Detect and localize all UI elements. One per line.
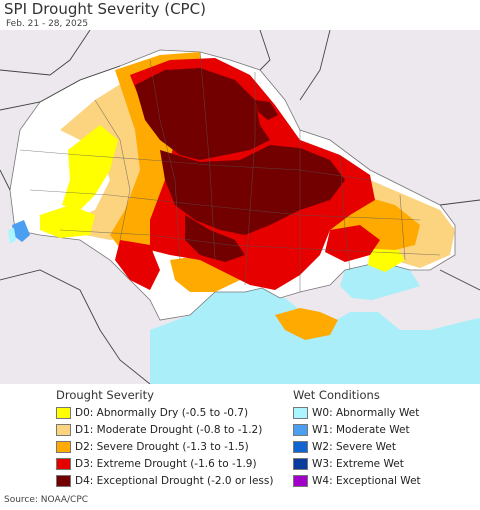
d4-region-central [160, 145, 345, 235]
drought-legend-label: D0: Abnormally Dry (-0.5 to -0.7) [75, 407, 249, 419]
drought-color-swatch [56, 424, 71, 436]
drought-color-swatch [56, 441, 71, 453]
wet-legend-label: W2: Severe Wet [312, 441, 396, 453]
wet-legend-label: W0: Abnormally Wet [312, 407, 420, 419]
drought-legend-label: D1: Moderate Drought (-0.8 to -1.2) [75, 424, 263, 436]
drought-map [0, 30, 480, 384]
wet-conditions-heading: Wet Conditions [293, 388, 380, 402]
drought-severity-heading: Drought Severity [56, 388, 154, 402]
oblast-borders [19, 51, 441, 292]
wet-legend-item: W1: Moderate Wet [293, 423, 410, 437]
drought-color-swatch [56, 407, 71, 419]
wet-legend-item: W3: Extreme Wet [293, 457, 404, 471]
drought-legend-label: D3: Extreme Drought (-1.6 to -1.9) [75, 458, 257, 470]
drought-legend-label: D2: Severe Drought (-1.3 to -1.5) [75, 441, 249, 453]
wet-color-swatch [293, 407, 308, 419]
d4-region-northeast [255, 100, 278, 120]
wet-color-swatch [293, 475, 308, 487]
drought-legend-item: D4: Exceptional Drought (-2.0 or less) [56, 474, 273, 488]
wet-color-swatch [293, 458, 308, 470]
d0-east-patch [368, 245, 405, 272]
d4-region-inner [185, 215, 245, 262]
wet-legend-label: W3: Extreme Wet [312, 458, 404, 470]
map-title: SPI Drought Severity (CPC) [4, 0, 206, 18]
country-borders [0, 30, 480, 384]
drought-legend-label: D4: Exceptional Drought (-2.0 or less) [75, 475, 274, 487]
d2-crimea [275, 308, 338, 340]
wet-legend-label: W1: Moderate Wet [312, 424, 410, 436]
w1-patch [12, 220, 30, 242]
wet-legend-label: W4: Exceptional Wet [312, 475, 421, 487]
d3-region-south-east [325, 225, 380, 262]
w0-patch [8, 228, 16, 244]
d0-west-patch [62, 125, 118, 210]
wet-legend-item: W4: Exceptional Wet [293, 474, 421, 488]
wet-legend-item: W2: Severe Wet [293, 440, 396, 454]
wet-color-swatch [293, 441, 308, 453]
d3-region-south-west [115, 240, 160, 290]
drought-legend-item: D0: Abnormally Dry (-0.5 to -0.7) [56, 406, 248, 420]
drought-color-swatch [56, 458, 71, 470]
drought-legend-item: D3: Extreme Drought (-1.6 to -1.9) [56, 457, 257, 471]
sea-of-azov [340, 262, 420, 300]
d4-region-north [135, 68, 270, 160]
drought-color-swatch [56, 475, 71, 487]
drought-legend-item: D1: Moderate Drought (-0.8 to -1.2) [56, 423, 262, 437]
wet-legend-item: W0: Abnormally Wet [293, 406, 419, 420]
wet-color-swatch [293, 424, 308, 436]
date-range: Feb. 21 - 28, 2025 [6, 19, 89, 29]
drought-legend-item: D2: Severe Drought (-1.3 to -1.5) [56, 440, 249, 454]
d0-southwest-patch [40, 205, 95, 238]
source-credit: Source: NOAA/CPC [4, 495, 89, 505]
